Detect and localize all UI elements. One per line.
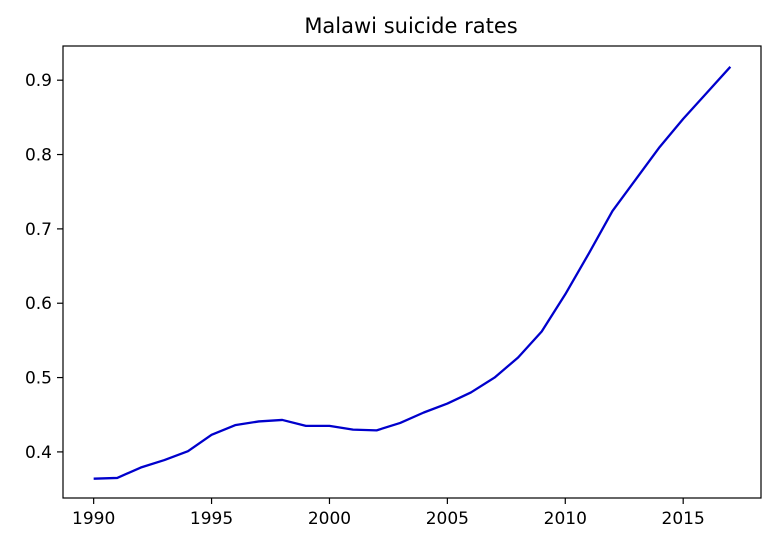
x-tick-label: 2010 — [544, 509, 587, 529]
x-axis: 1990 1995 2000 2005 2010 2015 — [72, 498, 705, 529]
series-line — [93, 66, 732, 480]
x-tick-label: 2000 — [308, 509, 351, 529]
y-tick-label: 0.7 — [25, 220, 52, 240]
plot-area — [93, 66, 732, 480]
axes-frame — [62, 45, 762, 499]
y-axis: 0.4 0.5 0.6 0.7 0.8 0.9 — [25, 71, 63, 463]
y-tick-label: 0.5 — [25, 369, 52, 389]
y-tick-label: 0.9 — [25, 71, 52, 91]
x-tick-label: 2015 — [662, 509, 705, 529]
chart-title: Malawi suicide rates — [304, 14, 517, 38]
x-tick-label: 1995 — [190, 509, 233, 529]
x-tick-label: 2005 — [426, 509, 469, 529]
y-tick-label: 0.6 — [25, 294, 52, 314]
x-tick-label: 1990 — [72, 509, 115, 529]
y-tick-label: 0.8 — [25, 146, 52, 166]
y-tick-label: 0.4 — [25, 443, 52, 463]
